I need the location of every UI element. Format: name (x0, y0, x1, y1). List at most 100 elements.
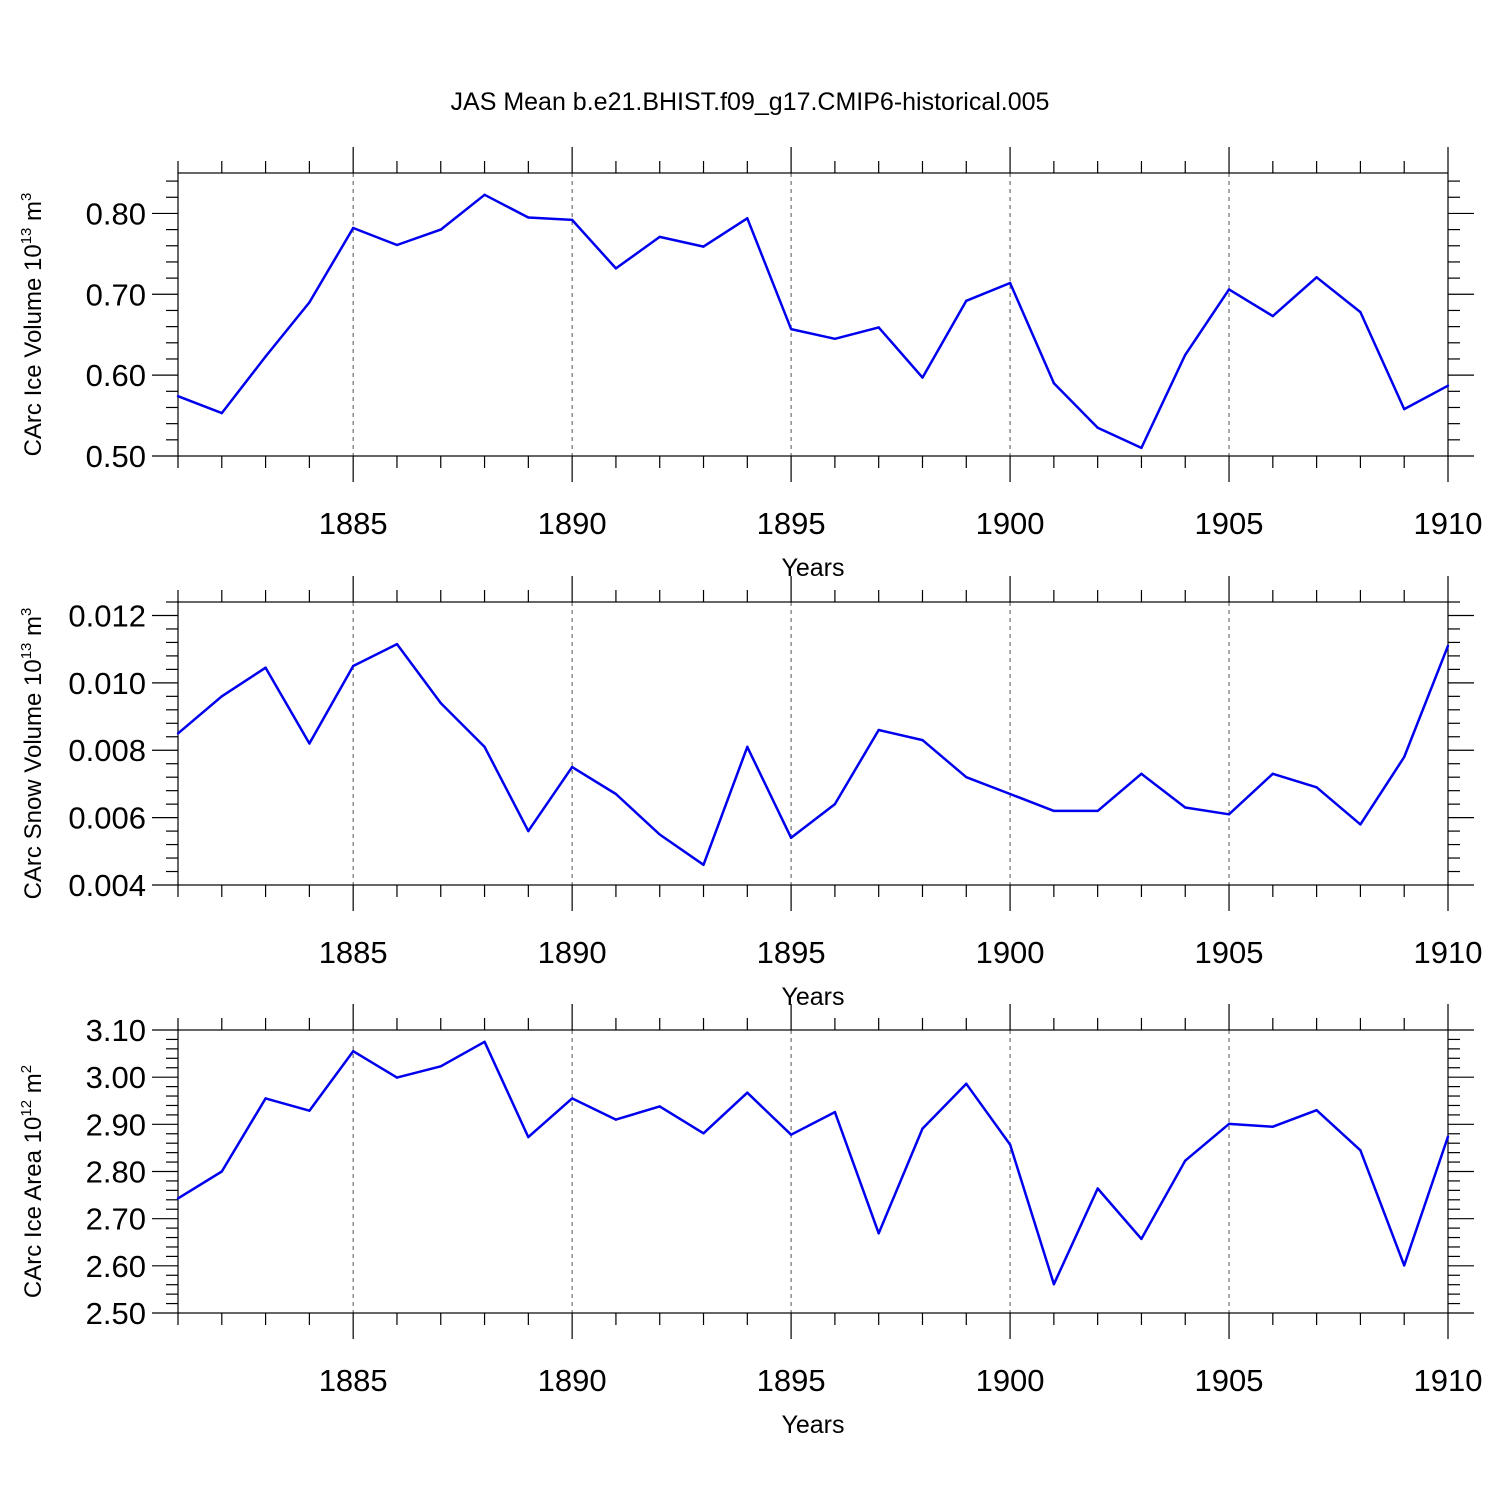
y-tick-label: 0.80 (86, 196, 146, 231)
y-axis-label-superscript: 12 (18, 1100, 35, 1117)
data-point (921, 376, 924, 379)
data-point (658, 833, 661, 836)
data-point (614, 267, 618, 270)
data-point (1008, 792, 1012, 796)
data-point (308, 742, 311, 745)
data-point (483, 193, 486, 197)
y-tick-label: 0.004 (68, 868, 146, 903)
x-axis-label: Years (781, 1411, 844, 1439)
data-point (965, 775, 968, 779)
x-tick-label: 1900 (976, 1363, 1045, 1398)
y-axis-label: CArc Ice Area 1012 m2 (18, 1065, 47, 1298)
data-point (439, 701, 442, 705)
series-line (177, 193, 1449, 450)
data-point (176, 1197, 180, 1200)
data-point (658, 1105, 661, 1108)
data-point (527, 216, 530, 219)
data-point (833, 802, 837, 806)
data-point (1227, 1122, 1231, 1126)
data-point (264, 355, 267, 358)
x-tick-label: 1910 (1414, 1363, 1483, 1398)
data-point (570, 218, 574, 222)
x-axis-label: Years (781, 983, 844, 1011)
data-point (877, 728, 880, 732)
x-tick-label: 1895 (757, 506, 826, 541)
y-tick-label: 0.006 (68, 801, 146, 836)
x-tick-label: 1895 (757, 1363, 826, 1398)
data-point (877, 1232, 880, 1235)
data-point (1184, 806, 1187, 809)
data-point (220, 1170, 223, 1173)
data-point (965, 1082, 968, 1085)
series-line (177, 642, 1450, 867)
data-point (1096, 426, 1099, 429)
x-tick-label: 1905 (1195, 1363, 1264, 1398)
data-point (1359, 310, 1362, 314)
x-tick-label: 1900 (976, 935, 1045, 970)
data-point (1227, 813, 1231, 816)
data-point (1271, 314, 1275, 318)
data-point (176, 394, 180, 398)
data-point (833, 337, 837, 340)
data-point (570, 765, 574, 769)
data-point (527, 829, 530, 833)
data-point (395, 642, 399, 646)
x-tick-label: 1905 (1195, 935, 1264, 970)
data-point (746, 217, 749, 220)
data-point (1140, 1237, 1143, 1241)
data-point (1403, 1264, 1406, 1267)
data-point (264, 666, 267, 669)
data-point (1140, 772, 1143, 776)
data-point (527, 1135, 530, 1139)
x-tick-label: 1885 (319, 935, 388, 970)
data-point (789, 1133, 793, 1136)
y-tick-label: 0.50 (86, 439, 146, 474)
data-point (439, 228, 442, 231)
data-point (351, 1050, 355, 1053)
data-point (1227, 288, 1231, 291)
data-point (220, 411, 223, 415)
y-tick-label: 0.008 (68, 733, 146, 768)
x-tick-label: 1885 (319, 506, 388, 541)
y-axis-label-superscript: 3 (18, 193, 35, 201)
y-tick-label: 2.70 (86, 1202, 146, 1237)
data-point (220, 695, 223, 698)
data-point (483, 1040, 486, 1043)
data-point (1052, 382, 1056, 385)
data-point (1008, 281, 1012, 285)
data-point (176, 732, 180, 735)
data-point (658, 235, 661, 239)
plot-frame (177, 172, 1449, 457)
data-point (1359, 823, 1362, 826)
y-axis-label-superscript: 2 (18, 1065, 35, 1073)
y-axis-label-part: CArc Snow Volume 10 (20, 659, 47, 899)
plot-frame (177, 1029, 1449, 1314)
data-point (702, 245, 705, 248)
data-point (789, 327, 793, 331)
data-point (921, 1127, 924, 1130)
x-tick-label: 1890 (538, 935, 607, 970)
data-point (702, 863, 705, 866)
x-tick-label: 1885 (319, 1363, 388, 1398)
y-axis-label-part: CArc Ice Volume 10 (20, 244, 47, 456)
y-axis-label-part: CArc Ice Area 10 (20, 1117, 47, 1298)
y-axis-label-superscript: 13 (18, 228, 35, 245)
data-point (1096, 1187, 1099, 1190)
data-point (1315, 786, 1318, 789)
data-point (921, 738, 924, 742)
data-point (351, 664, 355, 668)
panel-2: 0.004 0.006 0.008 0.010 0.012 1885 1890 1895 190… (18, 576, 1482, 1011)
plot-frame (177, 601, 1449, 886)
y-axis-label-part: m (20, 616, 47, 643)
data-point (1403, 407, 1406, 411)
y-tick-label: 2.60 (86, 1249, 146, 1284)
y-tick-label: 0.012 (68, 598, 146, 633)
series-line (177, 1040, 1450, 1286)
data-point (1403, 755, 1406, 759)
x-tick-label: 1890 (538, 506, 607, 541)
x-tick-label: 1890 (538, 1363, 607, 1398)
y-tick-label: 2.80 (86, 1155, 146, 1190)
data-point (877, 326, 880, 329)
data-point (1315, 1108, 1318, 1112)
